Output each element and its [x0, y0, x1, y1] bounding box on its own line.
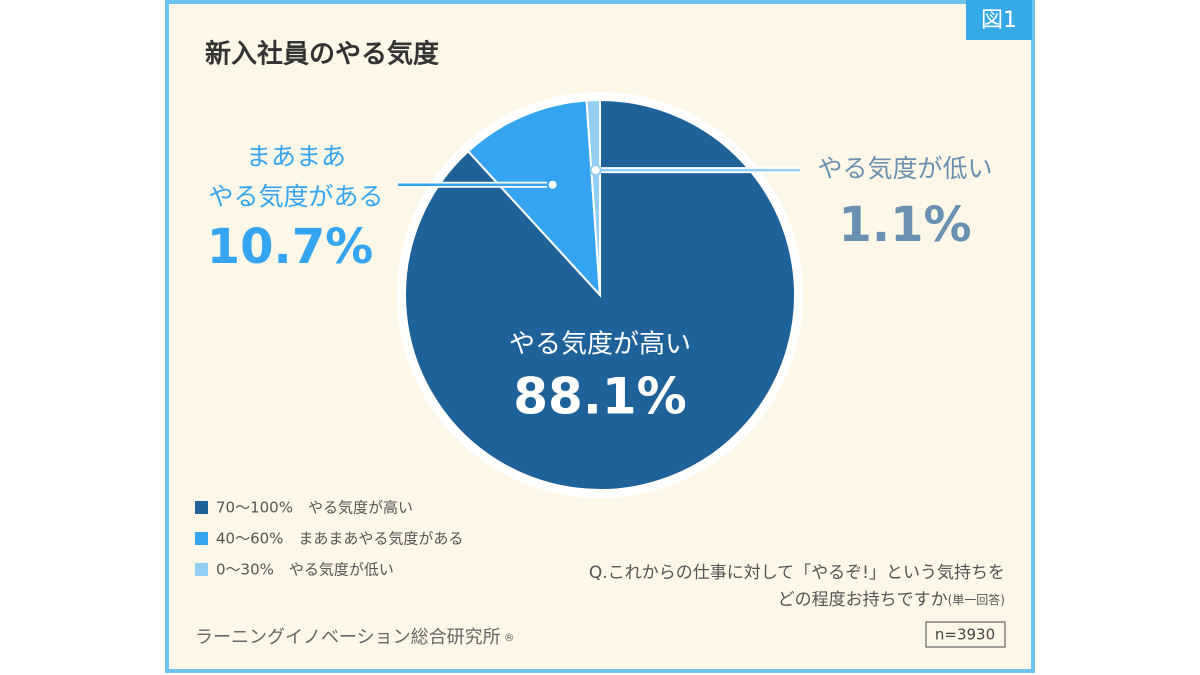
legend-label: 70〜100% やる気度が高い	[216, 499, 413, 517]
labels: やる気度が高い 88.1% まあまあやる気度がある 10.7% やる気度が低い 1.1%	[207, 142, 993, 426]
question: Q.これからの仕事に対して「やるぞ!」という気持ちを	[589, 563, 1005, 583]
legend-label: 40〜60% まあまあやる気度がある	[216, 530, 463, 548]
question-line: Q.これからの仕事に対して「やるぞ!」という気持ちを	[589, 563, 1005, 583]
leader-dot	[546, 178, 559, 191]
value-label: 10.7%	[207, 219, 374, 275]
value-label: 88.1%	[513, 368, 686, 426]
sample-box	[925, 621, 1006, 648]
pie	[404, 98, 796, 491]
legend-label: 0〜30% やる気度が低い	[216, 561, 394, 579]
source: ラーニングイノベーション総合研究所 ®	[195, 627, 515, 648]
question-note: (単一回答)	[948, 592, 1005, 607]
pie-slice	[466, 99, 602, 298]
legend-swatch	[195, 563, 208, 576]
pie-slice	[585, 98, 601, 296]
badge-bg	[966, 0, 1032, 40]
slice-label: やる気度が高い	[509, 330, 691, 360]
question: どの程度お持ちですか(単一回答)	[778, 590, 1005, 610]
legend-swatch	[195, 532, 208, 545]
badge: 図1	[981, 8, 1017, 33]
question-line: どの程度お持ちですか	[778, 590, 948, 610]
source-name: ラーニングイノベーション総合研究所	[195, 627, 501, 648]
chart-title: 新入社員のやる気度	[205, 39, 439, 70]
slice-label: まあまあ	[246, 142, 346, 171]
legend-swatch	[195, 501, 208, 514]
leader-dot	[589, 164, 602, 177]
sample: n=3930	[935, 626, 995, 644]
slice-label: やる気度が低い	[817, 154, 992, 183]
slice-label: やる気度がある	[208, 182, 383, 211]
registered: ®	[504, 631, 515, 644]
value-label: 1.1%	[838, 197, 971, 253]
